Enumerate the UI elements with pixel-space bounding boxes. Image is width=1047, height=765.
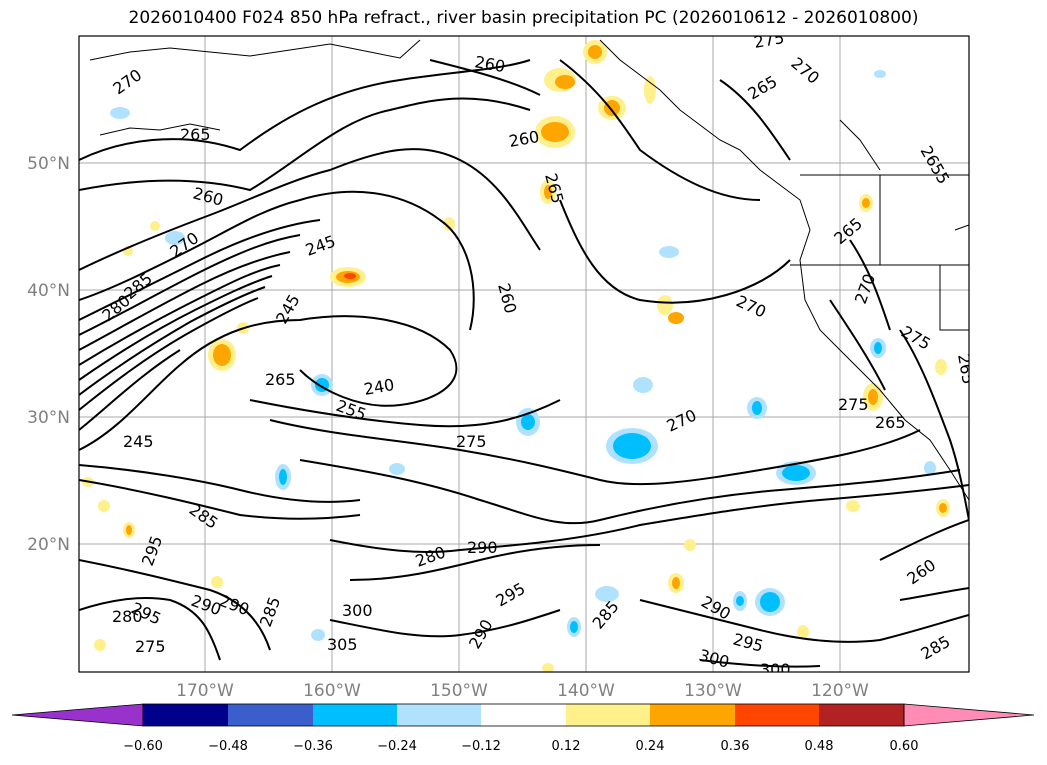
longitude-label: 150°W xyxy=(430,681,488,701)
contour-label: 275 xyxy=(456,432,487,451)
colorbar-tick-label: 0.12 xyxy=(552,739,581,754)
colorbar-tick-label: 0.24 xyxy=(636,739,665,754)
precipitation-shading xyxy=(82,40,950,672)
contour-label: 275 xyxy=(838,395,869,414)
colorbar-bin xyxy=(143,704,228,726)
latitude-label: 40°N xyxy=(27,281,70,301)
colorbar-bin xyxy=(650,704,735,726)
latitude-label: 30°N xyxy=(27,408,70,428)
colorbar-bin xyxy=(481,704,566,726)
longitude-label: 120°W xyxy=(811,681,869,701)
refractivity-contours xyxy=(79,59,969,668)
colorbar-tick-label: 0.60 xyxy=(890,739,919,754)
colorbar-bin xyxy=(735,704,819,726)
longitude-label: 170°W xyxy=(176,681,234,701)
coastlines xyxy=(89,39,969,501)
colorbar-tick-label: −0.36 xyxy=(293,739,333,754)
map-frame xyxy=(78,35,970,673)
colorbar-tick-label: 0.36 xyxy=(721,739,750,754)
contour-label: 245 xyxy=(123,432,154,451)
contour-label: 290 xyxy=(467,538,498,557)
colorbar: −0.60 −0.48 −0.36 −0.24 −0.12 0.12 0.24 … xyxy=(11,703,1035,754)
colorbar-under-arrow xyxy=(11,703,144,727)
map-title: 2026010400 F024 850 hPa refract., river … xyxy=(128,8,919,28)
contour-label: 275 xyxy=(135,637,166,656)
contour-label: 265 xyxy=(180,125,211,144)
longitude-label: 160°W xyxy=(303,681,361,701)
contour-label: 300 xyxy=(342,601,373,620)
colorbar-over-arrow xyxy=(903,703,1035,727)
contour-label: 305 xyxy=(327,635,358,654)
colorbar-bin xyxy=(819,704,904,726)
colorbar-bin xyxy=(313,704,397,726)
longitude-label: 140°W xyxy=(557,681,615,701)
contour-label: 300 xyxy=(760,660,791,679)
colorbar-bin xyxy=(566,704,650,726)
colorbar-bin xyxy=(397,704,481,726)
colorbar-tick-label: −0.12 xyxy=(461,739,501,754)
contour-label: 275 xyxy=(752,28,785,52)
colorbar-outline xyxy=(142,703,905,727)
contour-label: 280 xyxy=(112,607,143,626)
colorbar-tick-label: −0.48 xyxy=(208,739,248,754)
contour-label: 265 xyxy=(265,370,296,389)
colorbar-tick-label: −0.60 xyxy=(123,739,163,754)
graticule xyxy=(79,36,969,672)
latitude-label: 50°N xyxy=(27,154,70,174)
longitude-label: 130°W xyxy=(684,681,742,701)
colorbar-tick-label: 0.48 xyxy=(805,739,834,754)
colorbar-tick-label: −0.24 xyxy=(377,739,417,754)
contour-label: 265 xyxy=(875,413,906,432)
colorbar-bin xyxy=(228,704,313,726)
latitude-label: 20°N xyxy=(27,535,70,555)
